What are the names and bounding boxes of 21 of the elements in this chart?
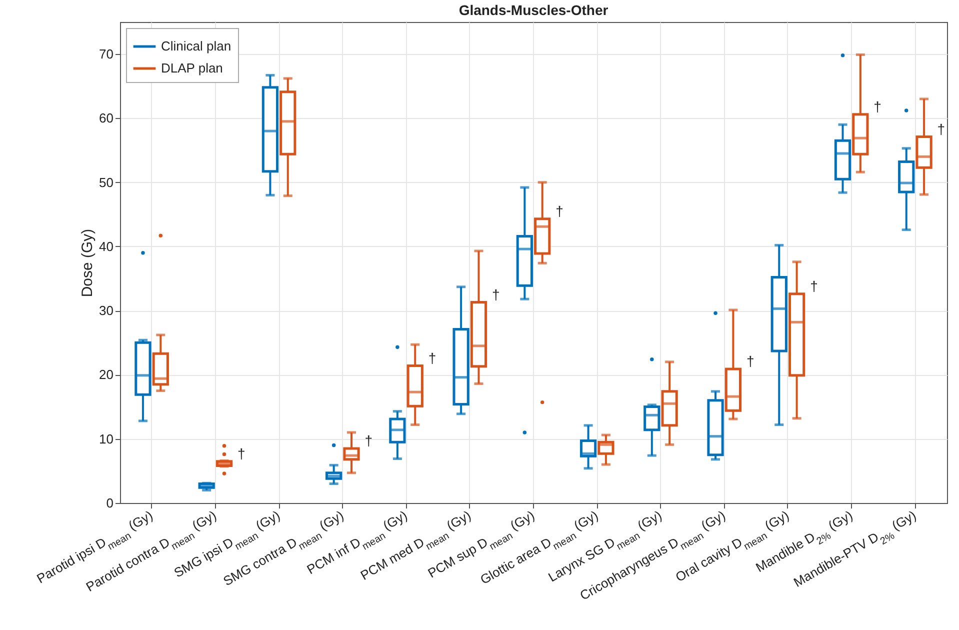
y-tick-label: 20 [99,367,114,382]
annotation: † [364,432,373,448]
chart-title: Glands-Muscles-Other [458,2,609,18]
annotation: † [810,278,818,294]
annotation: † [556,202,564,219]
y-axis-title: Dose (Gy) [79,228,96,298]
legend-label: DLAP plan [161,60,223,76]
legend-label: Clinical plan [161,38,232,54]
y-tick-label: 70 [99,46,114,62]
annotation: † [428,350,436,366]
y-tick-label: 40 [99,238,114,254]
annotation: † [937,120,946,137]
y-tick-label: 0 [106,496,114,510]
y-tick-label: 30 [99,303,114,318]
annotation: † [492,286,500,302]
y-tick-label: 50 [99,174,114,190]
annotation: † [874,98,882,114]
y-tick-label: 60 [99,110,114,126]
annotation: † [238,445,246,462]
annotation: † [746,352,754,369]
y-tick-label: 10 [99,431,114,446]
